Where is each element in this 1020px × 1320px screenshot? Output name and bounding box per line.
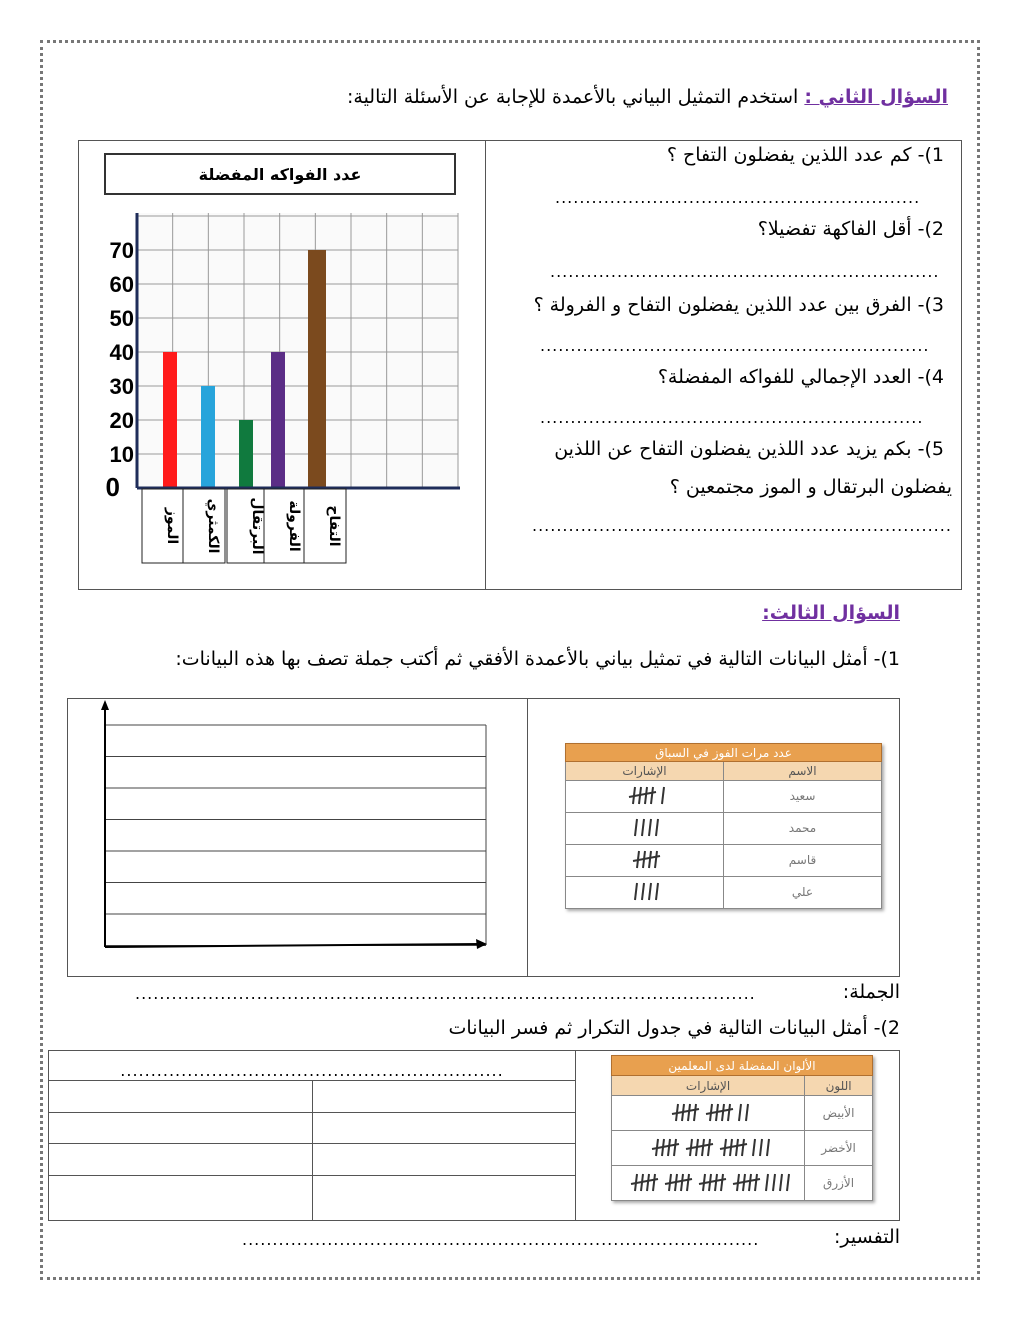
- q3-task1: 1)- أمثل البيانات التالية في تمثيل بياني…: [175, 648, 900, 670]
- question-1: 1)- كم عدد اللذين يفضلون التفاح ؟: [666, 144, 944, 166]
- x-tick-label: البرتقال: [249, 497, 265, 554]
- col-name: اللون: [804, 1075, 873, 1097]
- category-label-box: [182, 488, 226, 564]
- freq-cell[interactable]: [311, 1080, 576, 1113]
- row-name: الأزرق: [804, 1165, 873, 1201]
- freq-cell[interactable]: [311, 1111, 576, 1145]
- q3-task2: 2)- أمثل البيانات التالية في جدول التكرا…: [448, 1017, 900, 1039]
- tally-row: الأزرق: [610, 1165, 873, 1201]
- tally-marks: [632, 850, 660, 869]
- tally-marks: [633, 818, 659, 837]
- freq-cell[interactable]: [311, 1143, 576, 1176]
- blank-horizontal-bar-grid[interactable]: [95, 700, 495, 955]
- question-3: 3)- الفرق بين عدد اللذين يفضلون التفاح و…: [533, 294, 944, 316]
- sentence-answer[interactable]: ........................................…: [135, 984, 756, 1003]
- tally-marks: [628, 786, 665, 805]
- explain-answer[interactable]: ........................................…: [242, 1230, 760, 1249]
- tally-table-colors: الألوان المفضلة لدى المعلمين اللون الإشار…: [610, 1054, 873, 1201]
- category-label-box: [263, 488, 307, 564]
- q3-box1-divider: [527, 698, 528, 977]
- freq-cell[interactable]: [311, 1175, 576, 1221]
- arrow-right-icon: [476, 939, 487, 949]
- category-label-box: [303, 488, 347, 564]
- tally-marks: [633, 882, 659, 901]
- tally-table-title: الألوان المفضلة لدى المعلمين: [611, 1054, 873, 1077]
- category-label-box: [141, 488, 185, 564]
- x-tick-label: التفاح: [326, 505, 342, 546]
- col-tally: الإشارات: [610, 1075, 806, 1097]
- answer-5[interactable]: ........................................…: [532, 516, 950, 535]
- q2-box: [78, 140, 962, 590]
- q2-heading-line: السؤال الثاني : استخدم التمثيل البياني ب…: [347, 86, 948, 108]
- freq-cell[interactable]: [48, 1175, 313, 1221]
- freq-header-answer[interactable]: ........................................…: [120, 1061, 504, 1080]
- q2-instruction: استخدم التمثيل البياني بالأعمدة للإجابة …: [346, 86, 799, 108]
- tally-marks: [630, 1173, 791, 1191]
- answer-2[interactable]: ........................................…: [550, 262, 940, 281]
- tally-marks: [671, 1103, 750, 1121]
- y-tick-label: 0: [106, 472, 120, 502]
- frequency-table-blank: ........................................…: [48, 1050, 576, 1221]
- bar: [271, 352, 285, 488]
- y-tick-label: 50: [110, 306, 134, 331]
- tally-table-wins: عدد مرات الفوز في السباق الاسم الإشارات س…: [565, 742, 882, 910]
- tally-row: سعيد: [565, 779, 882, 813]
- freq-cell[interactable]: [48, 1143, 313, 1176]
- freq-cell[interactable]: [48, 1111, 313, 1145]
- bar: [239, 420, 253, 488]
- bar-chart: 0 10 20 30 40 50 60 70 الموز الكمثري البرتقال الفرو…: [106, 213, 460, 564]
- col-tally: الإشارات: [565, 761, 724, 781]
- category-label-box: [226, 488, 270, 564]
- row-name: محمد: [723, 811, 882, 845]
- explain-label: التفسير:: [834, 1226, 900, 1248]
- y-tick-label: 60: [110, 272, 134, 297]
- tally-row: علي: [565, 875, 882, 910]
- sentence-label: الجملة:: [842, 981, 900, 1003]
- col-name: الاسم: [723, 761, 882, 781]
- tally-row: قاسم: [565, 843, 882, 877]
- x-tick-label: الموز: [164, 507, 180, 544]
- q2-divider: [485, 140, 486, 590]
- q3-box1: [67, 698, 900, 977]
- tally-row: الأخضر: [610, 1130, 873, 1167]
- y-tick-label: 70: [110, 238, 134, 263]
- x-axis: [104, 943, 482, 948]
- question-5: 5)- بكم يزيد عدد اللذين يفضلون التفاح عن…: [554, 438, 944, 460]
- question-4: 4)- العدد الإجمالي للفواكه المفضلة؟: [657, 366, 944, 388]
- x-tick-label: الفرولة: [286, 500, 302, 551]
- x-tick-label: الكمثري: [204, 499, 221, 554]
- row-name: علي: [723, 875, 882, 910]
- row-name: قاسم: [723, 843, 882, 877]
- tally-row: محمد: [565, 811, 882, 845]
- answer-4[interactable]: ........................................…: [540, 408, 924, 427]
- bar: [163, 352, 177, 488]
- answer-3[interactable]: ........................................…: [540, 336, 930, 355]
- chart-title: عدد الفواكه المفضلة: [104, 153, 456, 195]
- y-tick-label: 40: [110, 340, 134, 365]
- y-tick-label: 30: [110, 374, 134, 399]
- plot-area: [137, 213, 458, 488]
- y-tick-label: 10: [110, 442, 134, 467]
- freq-cell[interactable]: [48, 1080, 313, 1113]
- tally-marks: [651, 1138, 770, 1156]
- q3-heading: السؤال الثالث:: [762, 602, 900, 624]
- arrow-up-icon: [101, 700, 109, 710]
- bar: [201, 386, 215, 488]
- tally-table-title: عدد مرات الفوز في السباق: [565, 742, 882, 763]
- row-name: الأخضر: [804, 1130, 873, 1167]
- tally-row: الأبيض: [610, 1095, 873, 1132]
- q2-heading: السؤال الثاني :: [804, 86, 948, 108]
- row-name: سعيد: [723, 779, 882, 813]
- answer-1[interactable]: ........................................…: [555, 188, 921, 207]
- page-border: [40, 40, 980, 1280]
- question-5-cont: يفضلون البرتقال و الموز مجتمعين ؟: [669, 476, 952, 498]
- question-2: 2)- أقل الفاكهة تفضيلا؟: [757, 218, 944, 240]
- y-tick-label: 20: [110, 408, 134, 433]
- bar: [308, 250, 326, 488]
- row-name: الأبيض: [804, 1095, 873, 1132]
